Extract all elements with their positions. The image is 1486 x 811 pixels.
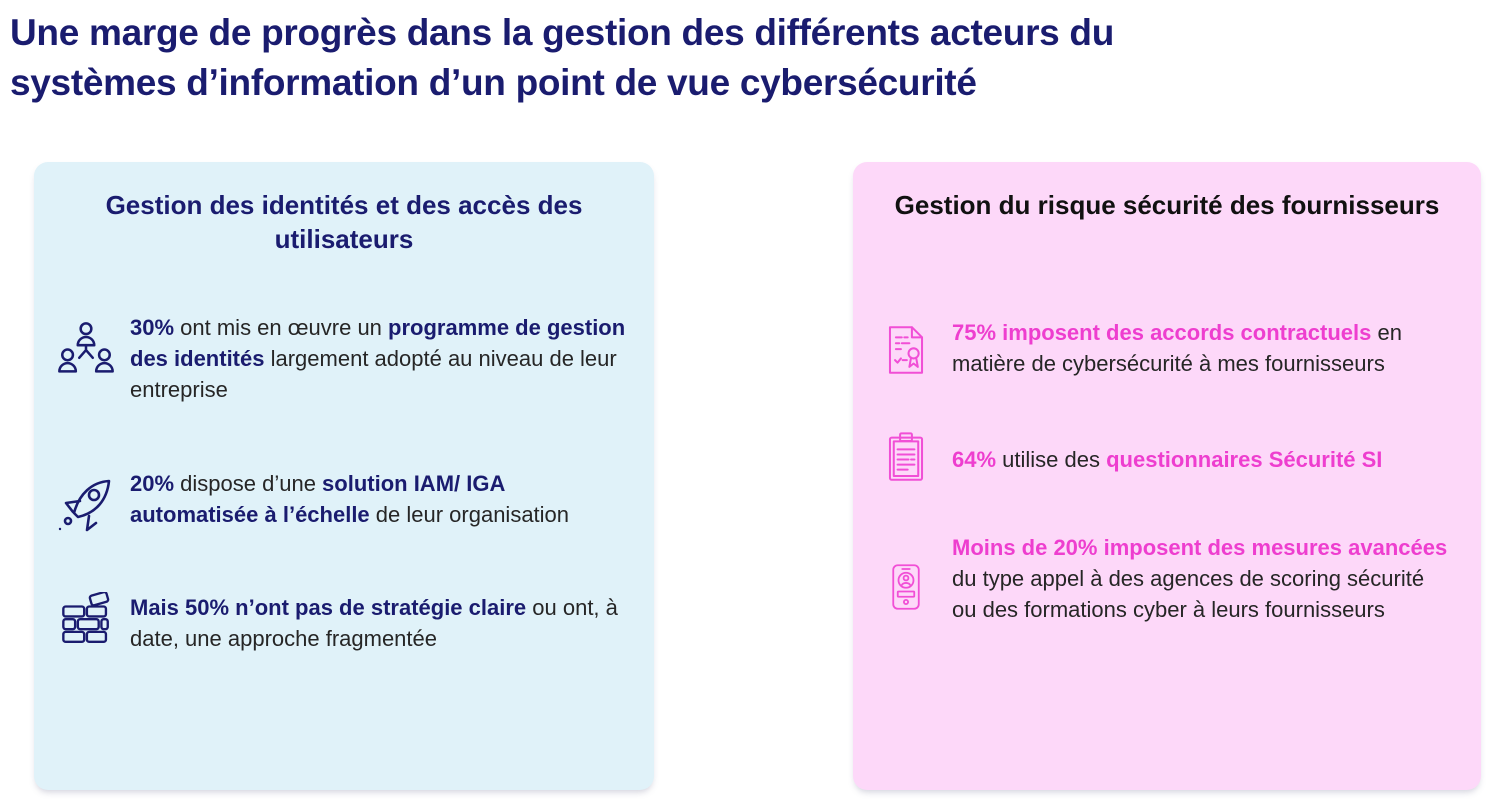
- phone-profile-icon: [878, 552, 934, 622]
- body-text: en matière de cybersécurité à mes fourni…: [952, 320, 1402, 376]
- identity-panel-title: Gestion des identités et des accès des u…: [105, 190, 583, 254]
- identity-bullet-2-text: 20% dispose d’une solution IAM/ IGA auto…: [130, 468, 634, 530]
- identity-access-panel: Gestion des identités et des accès des u…: [34, 162, 654, 790]
- stat-30-percent: 30%: [130, 315, 175, 340]
- supplier-bullet-2: 64% utilise des questionnaires Sécurité …: [878, 424, 1460, 490]
- page-title-line2: systèmes d’information d’un point de vue…: [10, 62, 977, 103]
- rocket-icon: [54, 472, 118, 536]
- supplier-bullet-3: Moins de 20% imposent des mesures avancé…: [878, 532, 1460, 625]
- identity-bullet-1: 30% ont mis en œuvre un programme de ges…: [54, 312, 634, 405]
- stat-50-percent: Mais 50% n’ont pas de stratégie claire: [130, 595, 527, 620]
- identity-bullet-2: 20% dispose d’une solution IAM/ IGA auto…: [54, 468, 634, 536]
- page-title-line1: Une marge de progrès dans la gestion des…: [10, 12, 1115, 53]
- body-text: utilise des: [996, 447, 1107, 472]
- identity-bullet-3: Mais 50% n’ont pas de stratégie claire o…: [54, 592, 634, 654]
- stat-20-percent-advanced: Moins de 20% imposent des mesures avancé…: [952, 535, 1448, 560]
- body-text: ont mis en œuvre un: [174, 315, 389, 340]
- questionnaire-clipboard-icon: [878, 424, 934, 490]
- body-text: largement adopté au niveau de leur entre…: [130, 346, 617, 402]
- supplier-risk-panel: Gestion du risque sécurité des fournisse…: [853, 162, 1481, 790]
- supplier-panel-title: Gestion du risque sécurité des fournisse…: [894, 190, 1440, 220]
- emphasis-text: questionnaires Sécurité SI: [1106, 447, 1383, 472]
- emphasis-text: solution IAM/ IGA automatisée à l’échell…: [130, 471, 505, 527]
- contract-certificate-icon: [878, 317, 934, 383]
- emphasis-text: programme de gestion des identités: [130, 315, 626, 371]
- identity-bullet-1-text: 30% ont mis en œuvre un programme de ges…: [130, 312, 634, 405]
- page-title: Une marge de progrès dans la gestion des…: [10, 8, 1450, 108]
- stat-75-percent: 75% imposent des accords contractuels: [952, 320, 1372, 345]
- body-text: dispose d’une: [174, 471, 323, 496]
- body-text: du type appel à des agences de scoring s…: [952, 566, 1425, 622]
- body-text: ou ont, à date, une approche fragmentée: [130, 595, 618, 651]
- stat-20-percent: 20%: [130, 471, 175, 496]
- stat-64-percent: 64%: [952, 447, 997, 472]
- supplier-bullet-2-text: 64% utilise des questionnaires Sécurité …: [952, 444, 1454, 475]
- team-hierarchy-icon: [54, 320, 118, 382]
- supplier-bullet-1: 75% imposent des accords contractuels en…: [878, 317, 1460, 383]
- identity-bullet-3-text: Mais 50% n’ont pas de stratégie claire o…: [130, 592, 634, 654]
- bricks-icon: [54, 592, 118, 650]
- supplier-bullet-3-text: Moins de 20% imposent des mesures avancé…: [952, 532, 1454, 625]
- body-text: de leur organisation: [369, 502, 570, 527]
- supplier-bullet-1-text: 75% imposent des accords contractuels en…: [952, 317, 1454, 379]
